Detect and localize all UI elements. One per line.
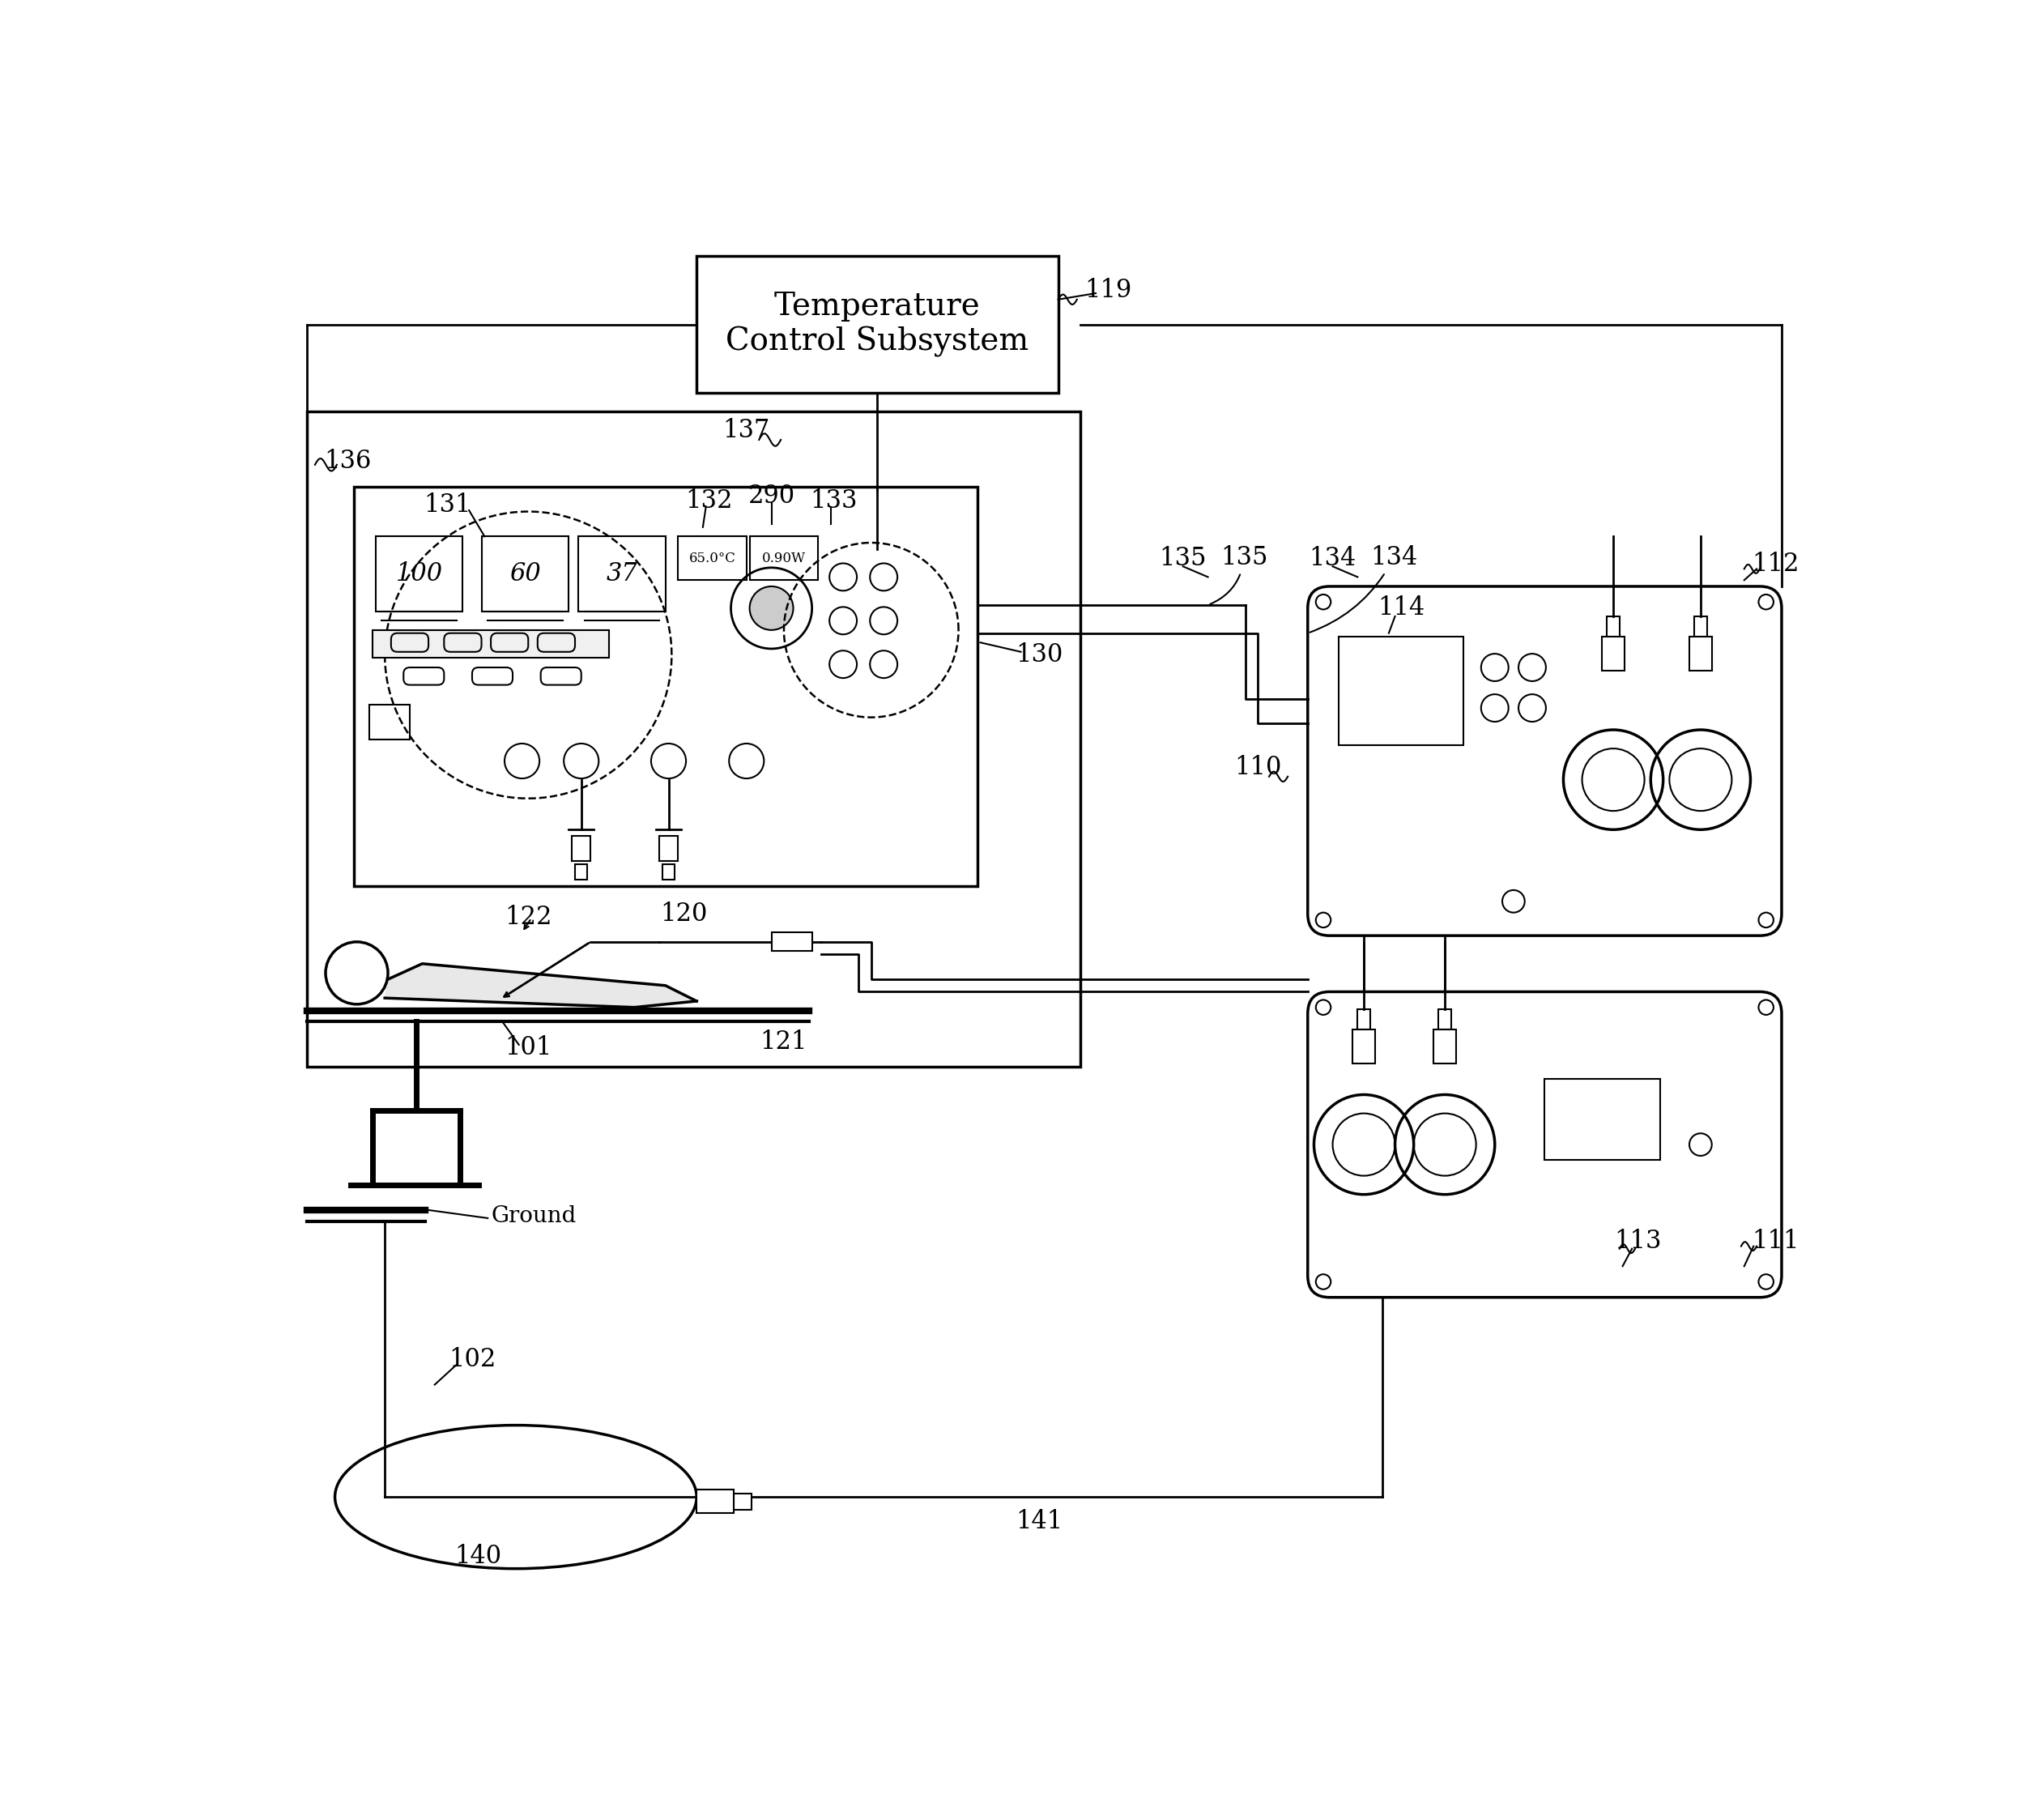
Bar — [771, 932, 812, 952]
Bar — [659, 835, 677, 861]
Text: 137: 137 — [722, 419, 771, 442]
Bar — [369, 704, 410, 739]
Bar — [1338, 637, 1463, 746]
Text: 131: 131 — [424, 493, 471, 519]
Text: 135: 135 — [1159, 546, 1208, 571]
Text: 114: 114 — [1377, 595, 1424, 621]
Bar — [571, 835, 592, 861]
Text: 112: 112 — [1752, 551, 1799, 577]
Bar — [696, 257, 1059, 393]
Text: 140: 140 — [455, 1543, 502, 1569]
Bar — [306, 411, 1079, 1067]
Text: 120: 120 — [661, 901, 708, 926]
Bar — [577, 537, 665, 612]
Bar — [1438, 1010, 1450, 1028]
Text: 113: 113 — [1614, 1228, 1663, 1254]
Bar — [1544, 1079, 1661, 1159]
Text: 60: 60 — [510, 561, 541, 586]
Text: 100: 100 — [396, 561, 443, 586]
Bar — [1353, 1028, 1375, 1063]
Text: 141: 141 — [1016, 1509, 1063, 1534]
Text: 111: 111 — [1752, 1228, 1799, 1254]
Bar — [1608, 617, 1620, 637]
Text: 134: 134 — [1310, 546, 1418, 632]
Bar — [481, 537, 569, 612]
Text: 133: 133 — [810, 488, 857, 513]
Text: 130: 130 — [1016, 642, 1063, 668]
Bar — [734, 1492, 751, 1509]
Text: 110: 110 — [1234, 755, 1281, 779]
Text: 121: 121 — [761, 1028, 808, 1054]
Text: 37: 37 — [606, 561, 636, 586]
Bar — [1357, 1010, 1371, 1028]
Bar — [353, 486, 977, 886]
Bar — [1695, 617, 1707, 637]
Text: 134: 134 — [1310, 546, 1357, 571]
Text: 132: 132 — [685, 488, 732, 513]
Text: 136: 136 — [324, 450, 371, 475]
Bar — [1689, 637, 1712, 670]
Bar — [677, 537, 747, 581]
Bar — [749, 537, 818, 581]
Bar — [696, 1489, 734, 1512]
Bar — [1601, 637, 1624, 670]
Text: 135: 135 — [1210, 546, 1267, 604]
Polygon shape — [386, 965, 696, 1006]
Bar — [1434, 1028, 1457, 1063]
Text: 119: 119 — [1085, 278, 1132, 302]
Text: Temperature
Control Subsystem: Temperature Control Subsystem — [726, 291, 1028, 357]
Circle shape — [749, 586, 794, 630]
Text: 65.0°C: 65.0°C — [690, 551, 736, 566]
Text: 122: 122 — [504, 905, 553, 930]
Text: 290: 290 — [749, 484, 796, 508]
Text: Ground: Ground — [492, 1205, 575, 1227]
Text: 0.90W: 0.90W — [763, 551, 806, 566]
Ellipse shape — [335, 1425, 696, 1569]
Bar — [375, 537, 463, 612]
Bar — [373, 630, 610, 659]
Bar — [663, 864, 675, 879]
Bar — [575, 864, 588, 879]
Text: 101: 101 — [504, 1036, 553, 1061]
Text: 102: 102 — [449, 1347, 496, 1372]
